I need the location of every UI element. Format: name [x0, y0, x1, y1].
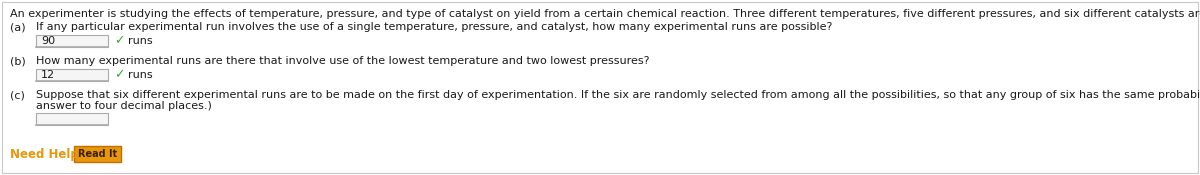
Text: (c): (c) [10, 90, 25, 100]
Text: If any particular experimental run involves the use of a single temperature, pre: If any particular experimental run invol… [36, 22, 833, 32]
Text: runs: runs [128, 36, 152, 46]
Text: Suppose that six different experimental runs are to be made on the first day of : Suppose that six different experimental … [36, 90, 1200, 100]
Text: runs: runs [128, 70, 152, 80]
Text: Need Help?: Need Help? [10, 148, 85, 161]
FancyBboxPatch shape [74, 146, 121, 162]
Text: (a): (a) [10, 22, 25, 32]
Text: An experimenter is studying the effects of temperature, pressure, and type of ca: An experimenter is studying the effects … [10, 9, 1200, 19]
Bar [36, 69, 108, 81]
Text: (b): (b) [10, 56, 25, 66]
Bar [36, 113, 108, 125]
Text: How many experimental runs are there that involve use of the lowest temperature : How many experimental runs are there tha… [36, 56, 649, 66]
Text: Read It: Read It [78, 149, 118, 159]
Bar [36, 35, 108, 47]
Text: 90: 90 [41, 36, 55, 46]
Text: answer to four decimal places.): answer to four decimal places.) [36, 101, 212, 111]
Text: ✓: ✓ [114, 34, 125, 47]
Text: ✓: ✓ [114, 68, 125, 82]
Text: 12: 12 [41, 70, 55, 80]
